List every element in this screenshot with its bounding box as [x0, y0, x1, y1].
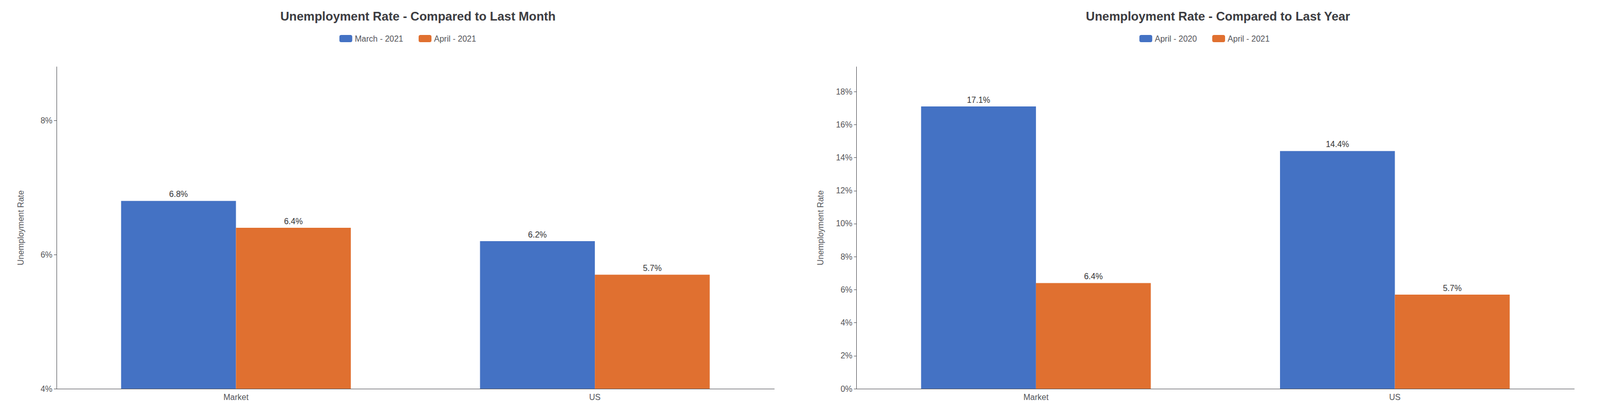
svg-text:Market: Market: [1023, 392, 1049, 402]
svg-text:18%: 18%: [835, 87, 853, 97]
svg-text:8%: 8%: [840, 252, 853, 261]
svg-text:March - 2021: March - 2021: [354, 34, 404, 44]
svg-text:14.4%: 14.4%: [1325, 139, 1349, 149]
svg-text:6%: 6%: [840, 285, 853, 294]
svg-text:Market: Market: [223, 392, 249, 402]
svg-text:0%: 0%: [840, 384, 853, 393]
svg-text:6.2%: 6.2%: [528, 230, 547, 239]
svg-text:4%: 4%: [840, 317, 853, 327]
svg-text:April - 2020: April - 2020: [1154, 34, 1197, 44]
svg-text:Unemployment Rate: Unemployment Rate: [16, 190, 26, 266]
svg-text:8%: 8%: [40, 116, 53, 125]
svg-text:10%: 10%: [835, 218, 853, 228]
svg-text:17.1%: 17.1%: [966, 95, 990, 105]
svg-text:6.4%: 6.4%: [1083, 271, 1103, 281]
svg-text:14%: 14%: [835, 153, 853, 162]
svg-text:US: US: [1389, 392, 1401, 402]
svg-text:6.8%: 6.8%: [168, 189, 188, 199]
svg-text:2%: 2%: [840, 350, 853, 360]
svg-text:5.7%: 5.7%: [643, 263, 662, 273]
svg-text:5.7%: 5.7%: [1442, 283, 1462, 293]
svg-text:Unemployment Rate - Compared t: Unemployment Rate - Compared to Last Mon…: [280, 9, 556, 24]
svg-text:Unemployment Rate: Unemployment Rate: [816, 190, 825, 266]
svg-text:12%: 12%: [835, 185, 853, 195]
svg-text:4%: 4%: [40, 384, 53, 393]
svg-text:April - 2021: April - 2021: [434, 34, 477, 44]
svg-text:6.4%: 6.4%: [284, 216, 303, 226]
svg-text:16%: 16%: [835, 120, 853, 129]
svg-text:6%: 6%: [40, 250, 53, 259]
svg-text:April - 2021: April - 2021: [1227, 34, 1270, 44]
svg-text:US: US: [589, 392, 601, 402]
svg-text:Unemployment Rate - Compared t: Unemployment Rate - Compared to Last Yea…: [1085, 9, 1350, 24]
